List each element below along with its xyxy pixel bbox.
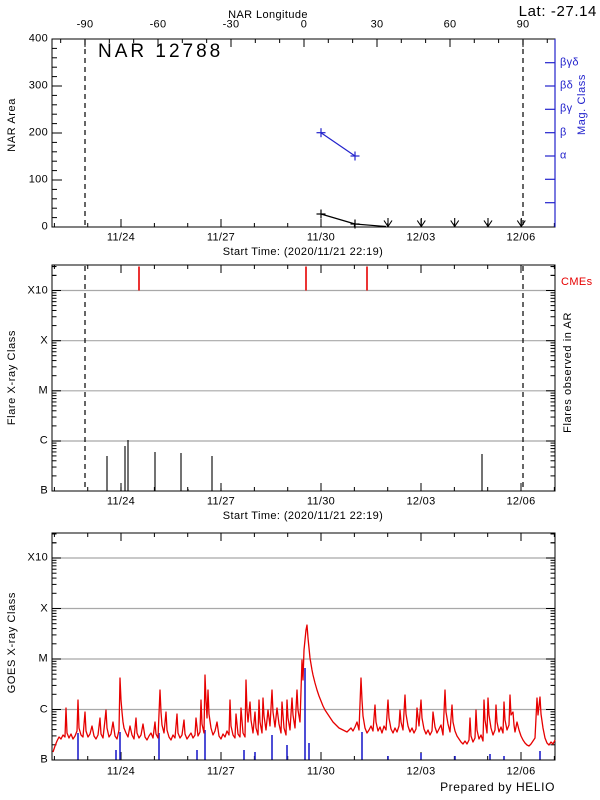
panel1-left-axis-title: NAR Area	[6, 98, 18, 152]
tick-label: 12/06	[506, 765, 536, 778]
tick-label: C	[39, 703, 48, 715]
tick-label: 11/24	[106, 495, 136, 508]
tick-label: 12/06	[506, 231, 536, 244]
tick-label: 12/03	[406, 231, 436, 244]
tick-label: M	[38, 384, 48, 397]
tick-label: -60	[149, 18, 167, 31]
tick-label: 12/03	[406, 495, 436, 508]
tick-label: 0	[41, 220, 48, 233]
tick-label: 400	[28, 32, 48, 45]
panel2-right-axis-title: Flares observed in AR	[562, 312, 574, 433]
tick-label: -90	[76, 18, 94, 31]
tick-label: βδ	[560, 79, 574, 92]
longitude-axis-title: NAR Longitude	[228, 9, 308, 21]
tick-label: 11/27	[206, 495, 236, 508]
tick-label: α	[560, 149, 567, 162]
tick-label: 11/24	[106, 765, 136, 778]
tick-label: C	[39, 434, 48, 447]
tick-label: βγδ	[560, 56, 579, 69]
tick-label: 11/27	[206, 231, 236, 244]
tick-label: 90	[516, 18, 530, 31]
panel2-left-axis-title: Flare X-ray Class	[6, 330, 18, 426]
tick-label: B	[40, 484, 48, 497]
tick-label: 11/30	[306, 495, 336, 508]
tick-label: M	[38, 652, 48, 665]
tick-label: 100	[28, 173, 48, 186]
latitude-label: Lat: -27.14	[518, 3, 597, 20]
tick-label: 11/24	[106, 231, 136, 244]
panel1-start-time-label: Start Time: (2020/11/21 22:19)	[222, 246, 384, 258]
tick-label: X	[40, 602, 48, 614]
tick-label: β	[560, 126, 567, 139]
tick-label: 12/06	[506, 495, 536, 508]
cmes-label: CMEs	[561, 276, 593, 288]
tick-label: 60	[443, 18, 457, 31]
tick-label: 11/30	[306, 765, 336, 778]
tick-label: 200	[28, 126, 48, 139]
tick-label: 300	[28, 79, 48, 92]
tick-label: X10	[27, 284, 48, 296]
tick-label: 12/03	[406, 765, 436, 778]
tick-label: 11/30	[306, 231, 336, 244]
panel2-start-time-label: Start Time: (2020/11/21 22:19)	[222, 510, 384, 522]
panel3-left-axis-title: GOES X-ray Class	[6, 592, 18, 694]
tick-label: X	[40, 334, 48, 347]
panel1-right-axis-title: Mag. Class	[576, 74, 588, 136]
tick-label: B	[40, 753, 48, 766]
tick-label: X10	[27, 551, 48, 564]
tick-label: -30	[222, 18, 240, 31]
tick-label: βγ	[560, 102, 573, 115]
tick-label: 11/27	[206, 765, 236, 778]
credit-label: Prepared by HELIO	[440, 780, 555, 794]
tick-label: 0	[300, 18, 308, 31]
active-region-title: NAR 12788	[98, 41, 224, 62]
tick-label: 30	[370, 18, 384, 31]
